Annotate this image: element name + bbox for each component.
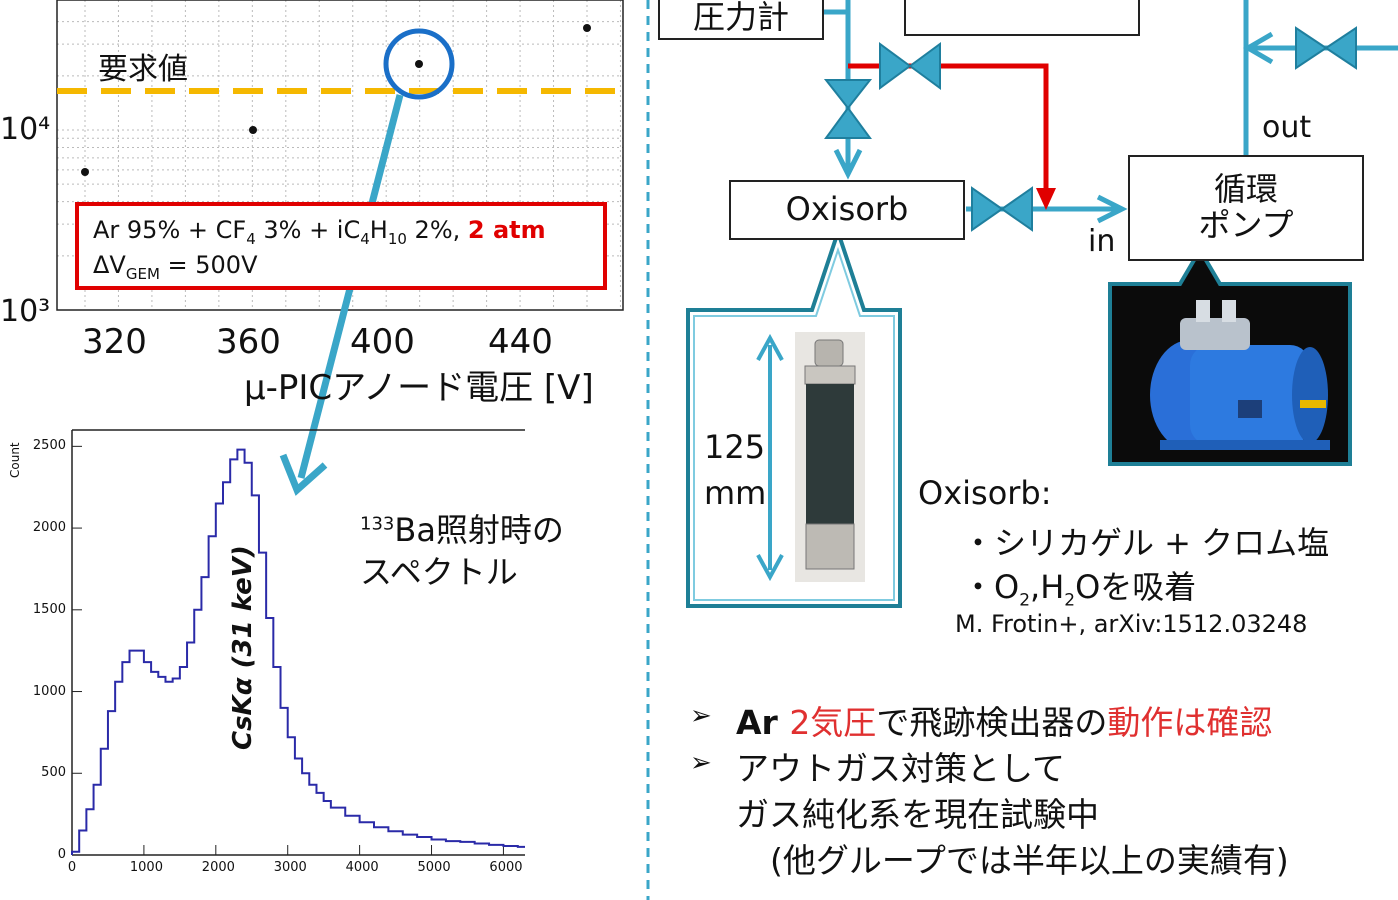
bullet-arrow-icon: ➢ — [690, 701, 712, 731]
spectrum-y-tick-label: 1500 — [32, 601, 66, 617]
spectrum-y-tick-label: 500 — [41, 765, 66, 781]
bullet-2-line-2: ガス純化系を現在試験中 — [736, 795, 1099, 834]
condition-gas-line: Ar 95% + CF4 3% + iC4H10 2%, 2 atm — [93, 216, 546, 248]
pointer-arrowhead — [279, 453, 328, 496]
oxisorb-callout — [686, 225, 902, 608]
bullet-1: Ar 2気圧で飛跡検出器の動作は確認 — [736, 703, 1273, 742]
oxisorb-note-title: Oxisorb: — [918, 474, 1052, 512]
valve-vertical — [823, 79, 873, 139]
condition-box: Ar 95% + CF4 3% + iC4H10 2%, 2 atm ΔVGEM… — [75, 202, 607, 290]
bullet-2-line-3: (他グループでは半年以上の実績有) — [770, 841, 1289, 880]
gain-point — [249, 126, 257, 134]
label-in: in — [1088, 224, 1116, 259]
gain-chart-frame — [56, 0, 624, 311]
spectrum-x-tick-label: 4000 — [345, 860, 379, 875]
valve-return — [1295, 26, 1357, 70]
pump-box: 循環 ポンプ — [1128, 155, 1364, 261]
bullet-2-line-1: アウトガス対策として — [736, 749, 1066, 788]
dimension-label: 125 mm — [704, 428, 767, 513]
x-axis-label: μ-PICアノード電圧 [V] — [244, 368, 594, 408]
flow-arrow-right — [1096, 194, 1128, 224]
x-tick-360: 360 — [216, 322, 281, 362]
spectrum-x-tick-label: 0 — [67, 860, 77, 875]
spectrum-y-tick-label: 1000 — [32, 683, 66, 699]
condition-voltage-line: ΔVGEM = 500V — [93, 251, 258, 283]
spectrum-caption: 133Ba照射時の スペクトル — [360, 511, 564, 591]
spectrum-y-tick-label: 2500 — [32, 438, 66, 454]
spectrum-y-tick-label: 2000 — [32, 520, 66, 536]
valve-outlet — [971, 186, 1033, 232]
oxisorb-box: Oxisorb — [729, 180, 965, 240]
threshold-label: 要求値 — [98, 52, 188, 87]
spectrum-x-tick-label: 3000 — [273, 860, 307, 875]
pump-photo — [1150, 300, 1330, 450]
spectrum-x-tick-label: 1000 — [129, 860, 163, 875]
highlight-circle — [383, 28, 455, 100]
gain-point — [583, 24, 591, 32]
bullet-arrow-icon: ➢ — [690, 748, 712, 778]
y-tick-1e4: 10⁴ — [0, 112, 51, 147]
oxisorb-note-bullet-1: ・シリカゲル + クロム塩 — [962, 524, 1330, 562]
x-tick-320: 320 — [82, 322, 147, 362]
spectrum-x-tick-label: 2000 — [201, 860, 235, 875]
gain-point — [81, 168, 89, 176]
label-out: out — [1262, 110, 1312, 145]
spectrum-histogram — [71, 448, 525, 855]
condition-pressure: 2 atm — [467, 216, 546, 244]
x-tick-400: 400 — [350, 322, 415, 362]
spectrum-y-tick-label: 0 — [57, 847, 66, 862]
gain-chart — [56, 0, 624, 496]
spectrum-x-tick-label: 5000 — [417, 860, 451, 875]
flow-arrow-left — [1243, 31, 1274, 65]
pressure-gauge-box: 圧力計 — [658, 0, 824, 40]
spectrum-x-tick-label: 6000 — [489, 860, 523, 875]
gain-chart-grid — [57, 0, 623, 310]
gain-point — [415, 60, 423, 68]
unlabeled-box — [904, 0, 1140, 36]
valve-bypass — [879, 42, 941, 90]
flow-arrow-down — [833, 148, 863, 180]
x-tick-440: 440 — [488, 322, 553, 362]
spectrum-chart — [71, 429, 525, 856]
y-tick-1e3: 10³ — [0, 294, 51, 329]
oxisorb-note-bullet-2: ・O2,H2Oを吸着 — [962, 568, 1197, 611]
reference: M. Frotin+, arXiv:1512.03248 — [955, 610, 1308, 638]
